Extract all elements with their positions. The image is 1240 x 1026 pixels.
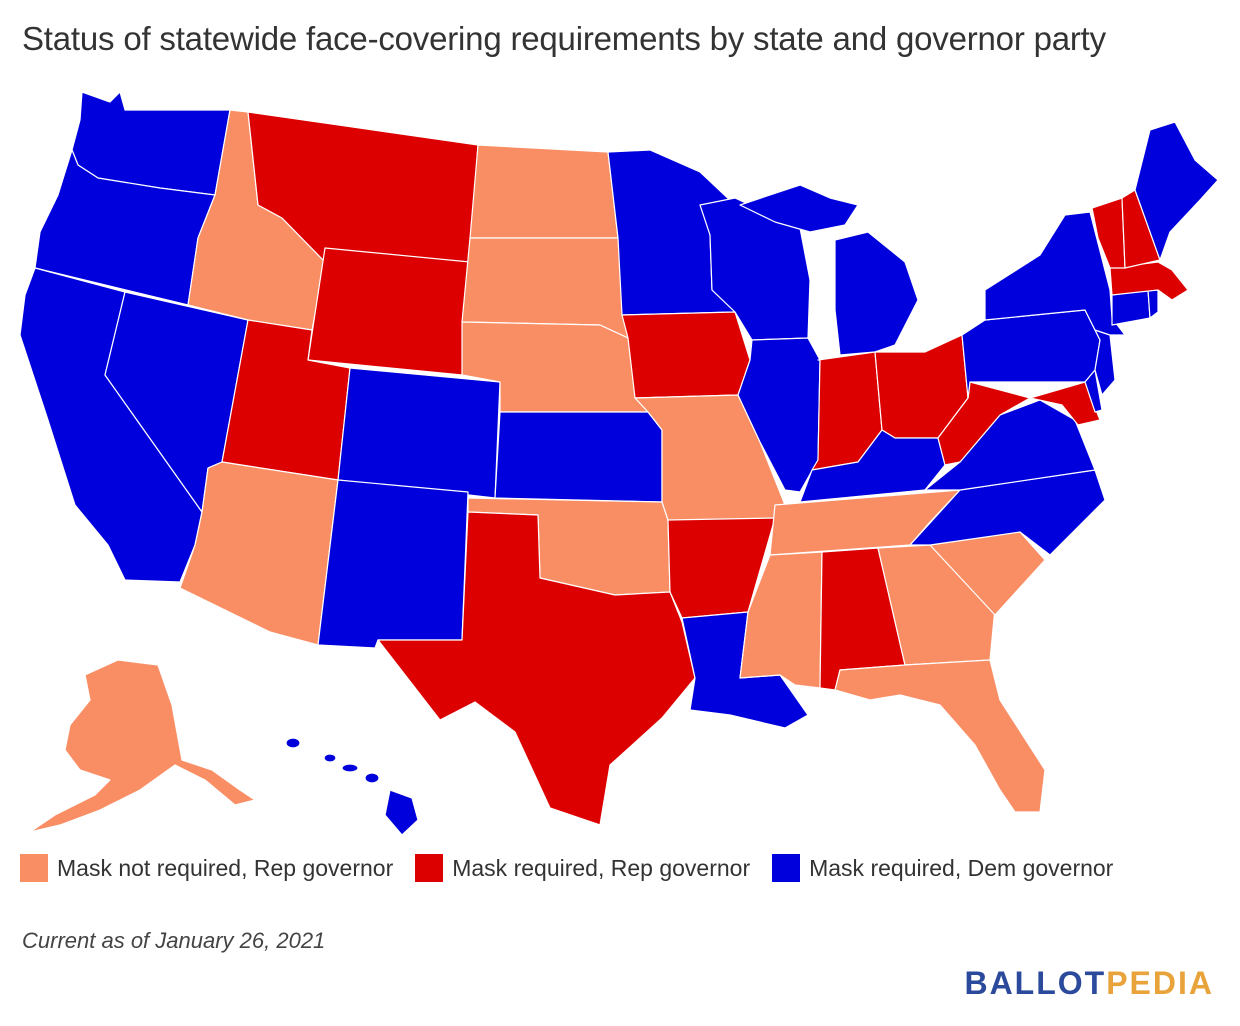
ballotpedia-logo[interactable]: BALLOTPEDIA (964, 965, 1214, 1002)
legend-label: Mask not required, Rep governor (57, 854, 394, 881)
state-IL (737, 337, 821, 493)
legend-item-not-required-rep: Mask not required, Rep governor (20, 854, 393, 882)
state-TX (377, 511, 696, 826)
legend-swatch (20, 854, 48, 882)
legend-label: Mask required, Dem governor (809, 854, 1114, 881)
state-HI (285, 737, 419, 836)
state-NY (984, 211, 1126, 336)
state-FL (834, 659, 1046, 813)
state-AK (29, 659, 256, 833)
legend-label: Mask required, Rep governor (452, 854, 751, 881)
state-RI (1147, 289, 1159, 319)
legend-item-required-dem: Mask required, Dem governor (772, 854, 1113, 882)
legend-swatch (772, 854, 801, 882)
map-legend: Mask not required, Rep governor Mask req… (20, 854, 1135, 882)
state-MA (1109, 261, 1189, 301)
state-MI-upper (739, 184, 859, 233)
state-DE (1084, 369, 1103, 413)
us-states-map (19, 91, 1219, 836)
state-MI (834, 231, 919, 356)
logo-part-2: PEDIA (1106, 965, 1214, 1001)
legend-swatch (415, 854, 444, 882)
state-IA (621, 311, 751, 399)
state-ND (469, 144, 619, 239)
state-CT (1111, 289, 1151, 326)
state-ME (1134, 121, 1219, 261)
as-of-note: Current as of January 26, 2021 (22, 928, 326, 953)
state-NM (317, 479, 469, 649)
map-title: Status of statewide face-covering requir… (22, 20, 1106, 57)
state-KS (494, 411, 663, 503)
legend-item-required-rep: Mask required, Rep governor (415, 854, 750, 882)
logo-part-1: BALLOT (964, 965, 1107, 1001)
state-VT (1091, 197, 1126, 269)
state-MD (1029, 381, 1101, 426)
state-CO (337, 367, 501, 499)
state-WY (307, 247, 471, 376)
